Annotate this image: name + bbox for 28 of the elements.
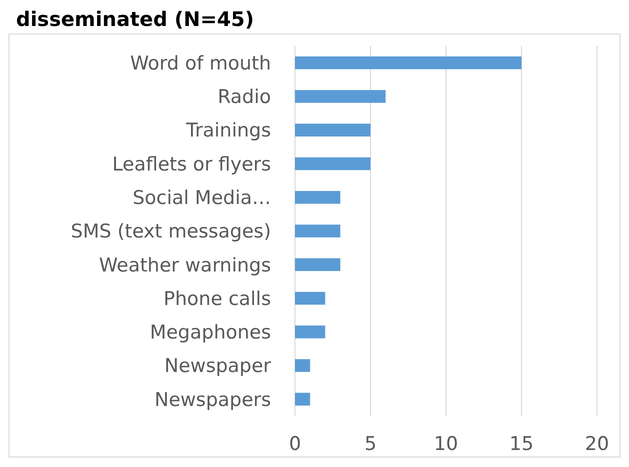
bar (295, 258, 340, 272)
x-tick-label: 0 (288, 433, 302, 455)
x-tick-label: 15 (509, 433, 534, 455)
y-tick-label: Newspapers (154, 388, 271, 411)
bar (295, 56, 522, 70)
text: disseminated (N=45) (16, 7, 254, 31)
bar (295, 292, 326, 305)
y-tick-label: Word of mouth (130, 52, 271, 74)
y-tick-label: SMS (text messages) (70, 220, 271, 243)
y-tick-label: Weather warnings (98, 254, 271, 276)
bar (295, 359, 310, 372)
bar (295, 190, 340, 204)
bar (295, 392, 310, 406)
y-tick-label: Phone calls (164, 288, 271, 310)
bar (295, 157, 370, 170)
y-tick-label: Social Media… (132, 187, 271, 210)
bar (295, 326, 326, 338)
bar (295, 90, 386, 103)
x-tick-label: 5 (364, 433, 377, 455)
x-tick-label: 10 (434, 433, 458, 455)
y-tick-label: Megaphones (150, 322, 271, 344)
y-tick-label: Leaflets or flyers (112, 153, 271, 176)
y-tick-label: Trainings (185, 120, 271, 142)
y-tick-label: Radio (218, 86, 271, 108)
y-tick-label: Newspaper (164, 355, 272, 378)
bar (295, 124, 370, 136)
x-tick-label: 20 (584, 433, 610, 455)
bar (295, 224, 340, 238)
